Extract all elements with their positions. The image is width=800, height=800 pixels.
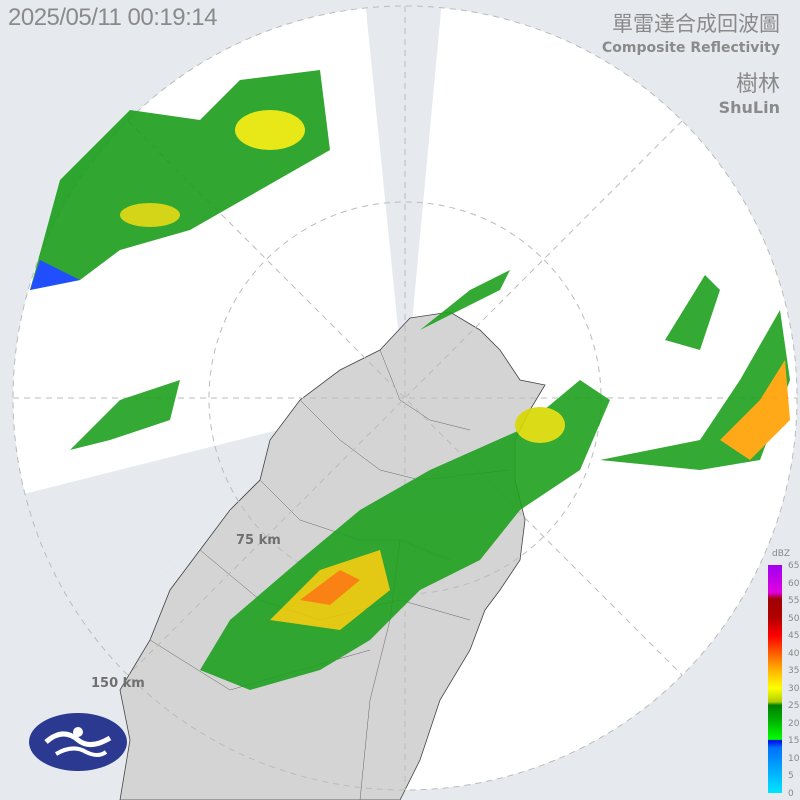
colorbar-tick: 65 [788, 561, 800, 571]
range-label-150: 150 km [91, 676, 145, 691]
title-zh: 單雷達合成回波圖 [612, 12, 780, 36]
station-zh: 樹林 [735, 72, 780, 97]
colorbar [768, 565, 782, 793]
station-en: ShuLin [718, 98, 780, 117]
colorbar-tick: 25 [788, 701, 800, 711]
colorbar-tick: 20 [788, 718, 800, 729]
cwa-logo-icon [29, 713, 127, 771]
colorbar-tick: 10 [788, 753, 800, 764]
reflectivity-echoes [30, 70, 790, 690]
range-label-75: 75 km [236, 533, 281, 548]
colorbar-tick: 50 [788, 613, 800, 624]
blocked-sector-north [365, 6, 442, 398]
timestamp: 2025/05/11 00:19:14 [8, 4, 217, 31]
colorbar-tick: 15 [788, 736, 800, 746]
title-en: Composite Reflectivity [602, 40, 780, 56]
title-block: 單雷達合成回波圖 Composite Reflectivity 樹林 ShuLi… [602, 8, 780, 117]
colorbar-tick: 0 [788, 788, 794, 799]
colorbar-tick: 40 [788, 648, 800, 659]
colorbar-tick: 60 [788, 578, 800, 589]
colorbar-unit: dBZ [772, 549, 791, 559]
colorbar-tick: 45 [788, 631, 800, 641]
colorbar-tick: 5 [788, 771, 794, 781]
colorbar-tick: 55 [788, 596, 800, 606]
colorbar-tick: 30 [788, 683, 800, 694]
colorbar-tick: 35 [788, 666, 800, 676]
